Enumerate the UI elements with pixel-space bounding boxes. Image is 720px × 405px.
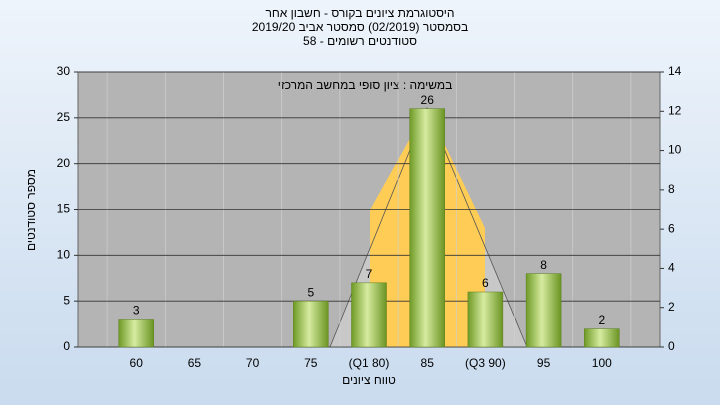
y2-tick-label: 12 xyxy=(668,103,682,117)
y-tick-label: 10 xyxy=(57,248,71,262)
x-tick-label: 100 xyxy=(592,356,612,370)
y2-tick-label: 6 xyxy=(668,221,675,235)
value-label: 5 xyxy=(307,285,314,299)
y2-tick-label: 8 xyxy=(668,182,675,196)
value-label: 26 xyxy=(421,93,435,107)
value-label: 6 xyxy=(482,276,489,290)
x-tick-label: 70 xyxy=(246,356,260,370)
bar xyxy=(118,319,154,348)
chart-title: היסטוגרמת ציונים בקורס - חשבון אחר xyxy=(265,6,454,20)
x-axis-label: טווח ציונים xyxy=(342,373,396,387)
y-tick-label: 15 xyxy=(57,202,71,216)
chart-subtitle: סטודנטים רשומים - 58 xyxy=(303,34,417,48)
y2-tick-label: 2 xyxy=(668,300,675,314)
bar xyxy=(584,328,620,348)
bar xyxy=(467,291,504,348)
bar xyxy=(409,108,445,348)
bar xyxy=(293,300,329,348)
bar xyxy=(351,282,387,348)
value-label: 8 xyxy=(540,258,547,272)
distribution-line xyxy=(329,106,528,348)
bar xyxy=(525,273,562,348)
chart-subtitle: בסמסטר (02/2019) סמסטר אביב 2019/20 xyxy=(252,20,468,34)
y-tick-label: 20 xyxy=(57,156,71,170)
x-tick-label: 85 xyxy=(421,356,435,370)
x-tick-label: 60 xyxy=(130,356,144,370)
y2-tick-label: 4 xyxy=(668,261,675,275)
x-tick-label: 65 xyxy=(188,356,202,370)
y2-tick-label: 0 xyxy=(668,339,675,353)
value-label: 7 xyxy=(366,267,373,281)
y2-tick-label: 10 xyxy=(668,143,682,157)
value-label: 2 xyxy=(598,313,605,327)
y2-tick-label: 14 xyxy=(668,64,682,78)
annotation: במשימה : ציון סופי במחשב המרכזי xyxy=(278,78,453,92)
value-label: 3 xyxy=(133,304,140,318)
x-tick-label: 95 xyxy=(537,356,551,370)
x-tick-label: (Q1 80) xyxy=(349,356,390,370)
y-tick-label: 25 xyxy=(57,110,71,124)
y-tick-label: 30 xyxy=(57,64,71,78)
y-tick-label: 5 xyxy=(63,293,70,307)
y-axis-label: מספר סטודנטים xyxy=(24,169,38,251)
x-tick-label: (Q3 90) xyxy=(465,356,506,370)
y-tick-label: 0 xyxy=(63,339,70,353)
x-tick-label: 75 xyxy=(304,356,318,370)
